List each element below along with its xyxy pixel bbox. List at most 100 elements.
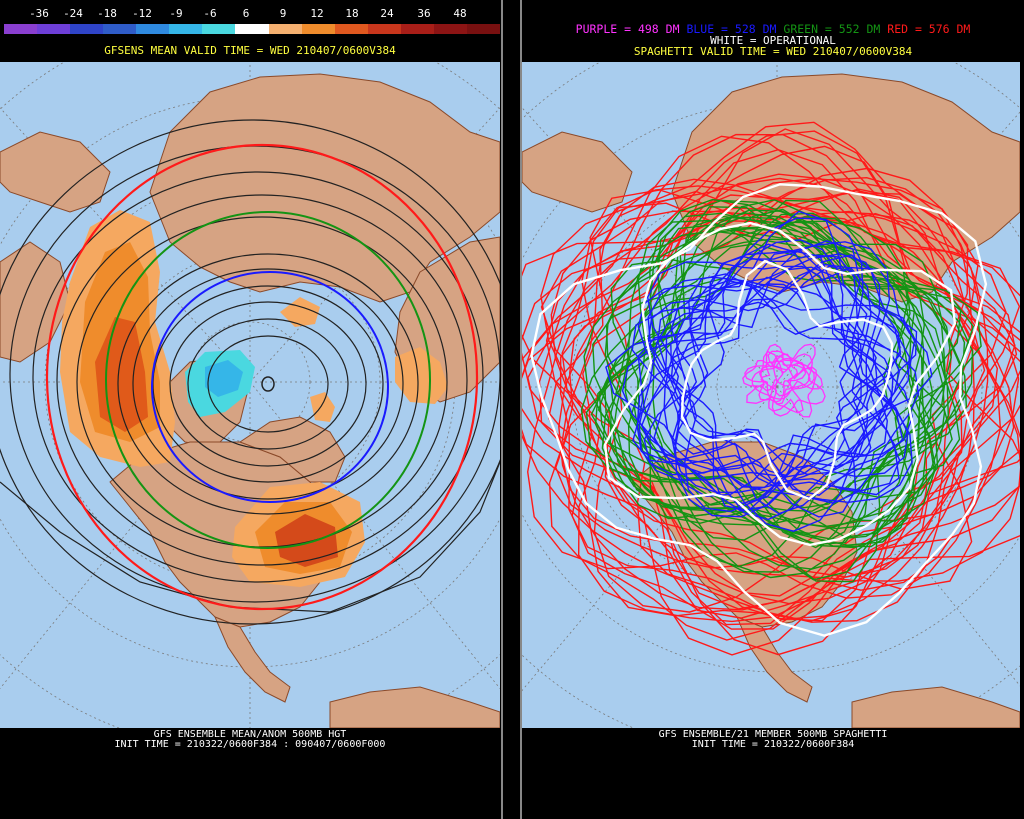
right-map (522, 62, 1020, 728)
land-eurasia-north (149, 73, 500, 303)
contour-576-red (45, 143, 479, 611)
spaghetti-contour (527, 145, 1020, 610)
spaghetti-contour (598, 206, 964, 583)
anomaly-positive-siberia (310, 392, 335, 422)
legend-white: WHITE = OPERATIONAL (710, 34, 836, 47)
colorbar (4, 24, 500, 34)
spaghetti-contour (530, 183, 988, 637)
spaghetti-contour (550, 210, 1020, 582)
legend-red: RED = 576 DM (887, 22, 971, 36)
spaghetti-contour (548, 192, 999, 641)
colorbar-swatch (268, 24, 302, 34)
spaghetti-legend: PURPLE = 498 DM BLUE = 528 DM GREEN = 55… (526, 22, 1020, 36)
spaghetti-contour (673, 279, 894, 494)
legend-blue: BLUE = 528 DM (686, 22, 777, 36)
panel-divider-left (501, 0, 503, 819)
colorbar-tick: -18 (97, 7, 117, 20)
spaghetti-contour (522, 148, 1020, 656)
colorbar-tick: -36 (29, 7, 49, 20)
spaghetti-contour (540, 177, 1020, 591)
colorbar-swatch (367, 24, 401, 34)
spaghetti-contour (610, 216, 939, 541)
spaghetti-contour (580, 220, 916, 548)
colorbar-tick: 9 (279, 7, 287, 20)
colorbar-tick: 18 (345, 7, 359, 20)
spaghetti-contour (621, 298, 916, 498)
colorbar-swatch (169, 24, 203, 34)
legend-purple: PURPLE = 498 DM (575, 22, 680, 36)
spaghetti-contour (767, 343, 824, 397)
spaghetti-contour (643, 273, 901, 518)
colorbar-swatch (466, 24, 500, 34)
spaghetti-contour (636, 253, 881, 505)
anomaly-shading (60, 210, 448, 587)
left-map-svg (0, 62, 500, 728)
contour-528-blue (151, 271, 389, 503)
land-south-america (851, 686, 1020, 728)
spaghetti-contour (670, 243, 866, 521)
spaghetti-contour (744, 343, 807, 404)
colorbar-tick: -6 (203, 7, 217, 20)
colorbar-swatch (235, 24, 269, 34)
land-africa-edge (0, 241, 71, 363)
spaghetti-contour (663, 239, 914, 472)
colorbar-tick: 36 (417, 7, 431, 20)
spaghetti-contour (742, 355, 805, 392)
colorbar-tick: -9 (169, 7, 183, 20)
land-europe-west (0, 131, 111, 213)
colorbar-tick: -12 (132, 7, 152, 20)
colorbar-swatch (103, 24, 137, 34)
colorbar-swatch (37, 24, 71, 34)
contour-552-green (105, 211, 431, 549)
spaghetti-contour (603, 221, 957, 547)
spaghetti-contour (758, 353, 826, 417)
low-center (261, 376, 275, 392)
colorbar-swatch (202, 24, 236, 34)
spaghetti-contour (683, 241, 892, 532)
colorbar-swatch (433, 24, 467, 34)
colorbar-swatch (136, 24, 170, 34)
right-footer-line2: INIT TIME = 210322/0600F384 (691, 739, 855, 750)
legend-green: GREEN = 552 DM (783, 22, 881, 36)
right-footer-line1: GFS ENSEMBLE/21 MEMBER 500MB SPAGHETTI (658, 729, 888, 740)
colorbar-tick: 6 (242, 7, 250, 20)
spaghetti-contour (680, 259, 894, 501)
right-title: SPAGHETTI VALID TIME = WED 210407/0600V3… (633, 45, 913, 58)
right-map-svg (522, 62, 1020, 728)
spaghetti-contour (538, 128, 1020, 619)
spaghetti-contour (641, 266, 933, 489)
spaghetti-contour (758, 353, 799, 405)
spaghetti-contour (522, 173, 1020, 656)
colorbar-tick: 48 (453, 7, 467, 20)
anomaly-positive-asia (395, 347, 448, 404)
left-footer-line2: INIT TIME = 210322/0600F384 : 090407/060… (114, 739, 386, 750)
land-central-america (736, 616, 813, 703)
colorbar-tick: 24 (380, 7, 394, 20)
left-title: GFSENS MEAN VALID TIME = WED 210407/0600… (104, 44, 396, 57)
spaghetti-contour (674, 217, 864, 518)
colorbar-swatch (301, 24, 335, 34)
land-south-america (329, 686, 500, 728)
spaghetti-contour (545, 176, 989, 605)
spaghetti-contour (559, 178, 981, 578)
colorbar-swatch (70, 24, 104, 34)
anomaly-negative-greenland-core (205, 360, 243, 397)
right-panel: PURPLE = 498 DM BLUE = 528 DM GREEN = 55… (522, 0, 1024, 819)
left-map (0, 62, 500, 728)
colorbar-swatch (400, 24, 434, 34)
colorbar-tick: -24 (63, 7, 83, 20)
colorbar-ticks: -36 -24 -18 -12 -9 -6 6 9 12 18 24 36 48 (4, 7, 500, 21)
spaghetti-lines (522, 121, 1020, 656)
colorbar-tick: 12 (310, 7, 324, 20)
spaghetti-contour (657, 250, 889, 512)
spaghetti-contour (590, 199, 953, 538)
colorbar-swatch (4, 24, 38, 34)
land-europe-west (522, 131, 633, 213)
spaghetti-contour (768, 360, 817, 418)
spaghetti-contour (522, 135, 1020, 623)
spaghetti-contour (624, 212, 933, 570)
left-footer-line1: GFS ENSEMBLE MEAN/ANOM 500MB HGT (153, 729, 347, 740)
spaghetti-contour (526, 130, 1002, 599)
anomaly-positive-usa-deep (275, 514, 338, 567)
